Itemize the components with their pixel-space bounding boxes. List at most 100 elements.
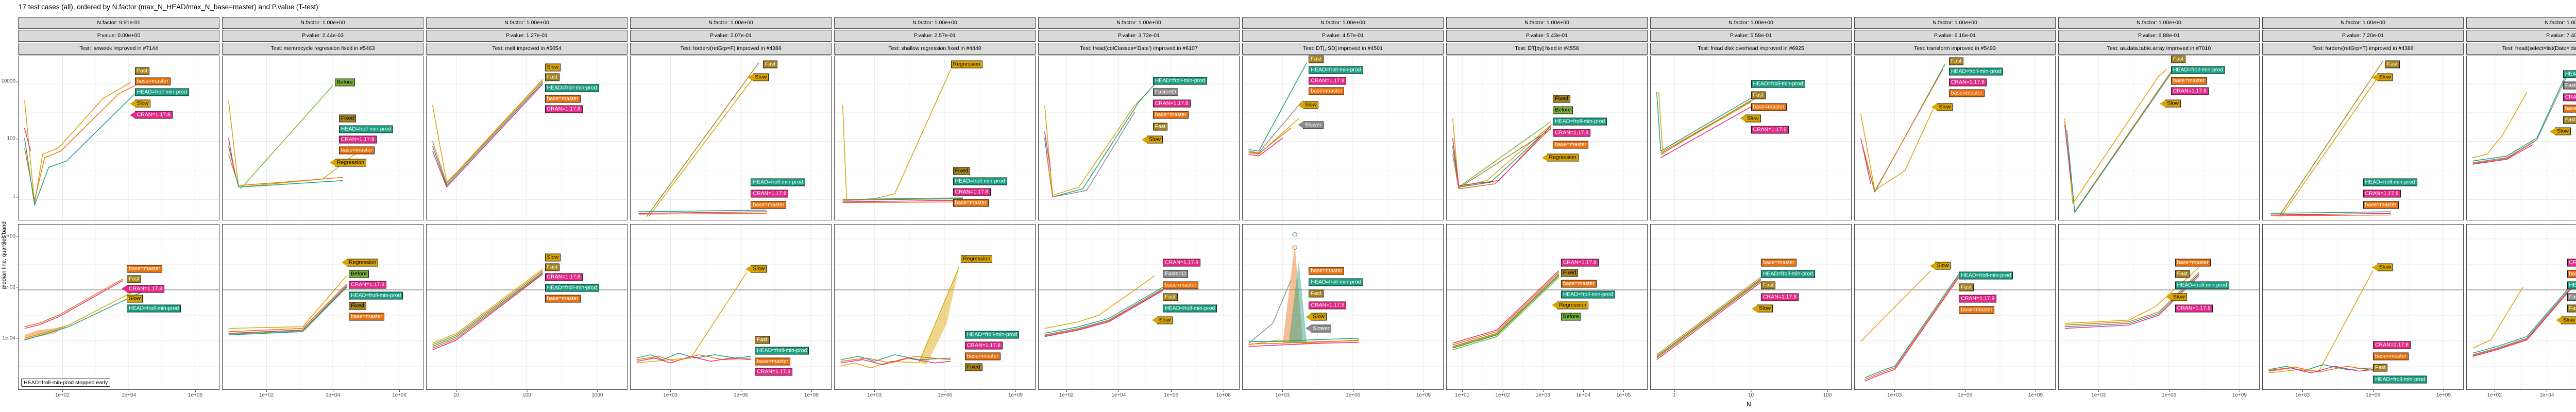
x-axis-ticks-col3: 10 100 1000 <box>426 390 628 398</box>
series-label: HEAD=froll-min-prod <box>751 178 805 186</box>
series-label-text: Slow <box>1159 317 1171 323</box>
figure-title: 17 test cases (all), ordered by N.factor… <box>19 3 318 11</box>
x-tick-label: 10 <box>453 390 459 398</box>
series-label: Fixed <box>953 167 971 175</box>
series-label: base=master <box>1760 259 1797 267</box>
strip-nf-col4: N.factor: 1.00e+00 <box>630 17 832 29</box>
series-label: CRAN=1.17.8 <box>1751 126 1789 134</box>
series-label: Slow <box>2371 73 2393 81</box>
label-arrow-icon <box>1297 101 1303 109</box>
series-label: base=master <box>755 357 791 366</box>
panel-kilobytes-col12: Fast Slow HEAD=froll-min-prod CRAN=1.17.8 ba… <box>2262 56 2464 220</box>
facet-column-11: N.factor: 1.00e+00 P.value: 6.88e-01 Test:… <box>2058 17 2260 398</box>
x-tick-label: 1e+02 <box>1495 390 1510 398</box>
series-label: Slow <box>545 63 561 72</box>
series-label: Fixed <box>964 363 982 371</box>
panel-kilobytes-col13: HEAD=froll-min-prod FasterIO CRAN=1.17.8 ba… <box>2466 56 2576 220</box>
series-label: Fast <box>762 60 778 68</box>
label-arrow-icon <box>1929 262 1936 269</box>
strip-pv-col9: P.value: 5.58e-01 <box>1650 30 1852 42</box>
panel-kilobytes-col6: HEAD=froll-min-prod FasterIO CRAN=1.17.8 ba… <box>1038 56 1240 220</box>
series-label: Fixed <box>1561 269 1579 277</box>
strip-nf-col10: N.factor: 1.00e+00 <box>1854 17 2056 29</box>
x-tick-label: 1e+09 <box>804 390 819 398</box>
series-label: Slow <box>2555 316 2576 324</box>
y-tick-label: 10000 <box>0 79 18 84</box>
series-label: Slower <box>1306 324 1332 333</box>
series-label-text: Slow <box>2167 100 2179 107</box>
series-label-text: base=master <box>1753 104 1785 110</box>
label-arrow-icon <box>1151 316 1158 324</box>
strip-test-col9: Test: fread disk overhead improved in #6… <box>1650 43 1852 55</box>
series-label: HEAD=froll-min-prod <box>1959 271 2013 280</box>
panel-kilobytes-col11: Fast HEAD=froll-min-prod base=master CRAN=1… <box>2058 55 2260 220</box>
series-label-text: base=master <box>1311 267 1343 274</box>
series-label: CRAN=1.17.8 <box>2171 87 2209 95</box>
series-label-text: base=master <box>955 199 987 206</box>
series-label: HEAD=froll-min-prod <box>1309 66 1363 74</box>
panel-plot-canvas <box>2263 225 2463 389</box>
series-label-text: base=master <box>1555 141 1587 148</box>
strip-pv-col3: P.value: 1.27e-01 <box>426 30 628 42</box>
panel-plot-canvas <box>1243 225 1443 389</box>
panel-plot-canvas <box>835 56 1035 220</box>
series-label: CRAN=1.17.8 <box>953 188 991 196</box>
series-label: Slow <box>1739 114 1761 123</box>
series-label-text: Fixed <box>1563 269 1577 276</box>
series-label-text: HEAD=froll-min-prod <box>1961 272 2011 279</box>
series-label-text: HEAD=froll-min-prod <box>753 179 803 185</box>
panel-seconds-col13: CRAN=1.17.8 base=master HEAD=froll-min-pro… <box>2466 224 2576 390</box>
series-label-text: Slow <box>2563 317 2575 323</box>
series-label-text: HEAD=froll-min-prod <box>547 84 597 91</box>
y-axis-title: median line, quartiles band <box>1 221 7 289</box>
x-tick-label: 1e+03 <box>2091 390 2106 398</box>
series-label: HEAD=froll-min-prod <box>2175 281 2229 289</box>
label-arrow-icon <box>1541 154 1548 162</box>
series-label: CRAN=1.17.8 <box>349 281 387 289</box>
series-label-text: CRAN=1.17.8 <box>1311 302 1345 308</box>
series-label: Slow <box>1151 316 1173 324</box>
series-label: CRAN=1.17.8 <box>2175 304 2213 313</box>
series-label: base=master <box>134 77 171 85</box>
series-label: CRAN=1.17.8 <box>1309 77 1347 85</box>
strip-pv-col12: P.value: 7.20e-01 <box>2262 30 2464 42</box>
series-label-text: Slow <box>2379 264 2391 270</box>
series-label: HEAD=froll-min-prod <box>1948 67 2003 76</box>
x-axis-ticks-col10: 1e+03 1e+06 1e+09 <box>1854 390 2056 398</box>
facet-grid: N.factor: 9.91e-01 P.value: 0.00e+00 Test:… <box>18 17 2576 398</box>
panel-kilobytes-col9: HEAD=froll-min-prod Fast base=master Slow CR… <box>1650 56 1852 220</box>
series-label: Fast <box>1760 281 1776 289</box>
panel-plot-canvas <box>427 56 627 220</box>
series-label-text: Regression <box>1558 302 1587 308</box>
panel-seconds-col12: Slow CRAN=1.17.8 base=master Fast HEAD=froll… <box>2262 224 2464 390</box>
series-label-text: base=master <box>2565 105 2576 112</box>
series-label: Regression <box>961 255 993 263</box>
series-label-text: Fast <box>547 264 557 270</box>
series-label: Slow <box>1142 135 1163 144</box>
x-axis-ticks-col2: 1e+02 1e+04 1e+06 <box>222 390 423 398</box>
series-label-text: CRAN=1.17.8 <box>757 368 791 375</box>
series-label: HEAD=froll-min-prod <box>134 88 189 96</box>
series-label: HEAD=froll-min-prod <box>338 125 393 133</box>
series-label: Slow <box>127 295 143 303</box>
series-label-text: CRAN=1.17.8 <box>1165 259 1199 266</box>
x-tick-label: 1e+06 <box>734 390 748 398</box>
series-label: CRAN=1.17.8 <box>1561 259 1599 267</box>
series-label: HEAD=froll-min-prod <box>1553 117 1607 126</box>
series-label: Slow <box>1297 101 1319 109</box>
series-label: CRAN=1.17.8 <box>755 368 793 376</box>
x-tick-label: 10 <box>1748 390 1754 398</box>
x-tick-label: 1e+09 <box>1416 390 1431 398</box>
series-label-text: Slow <box>2557 128 2569 134</box>
x-tick-label: 1e+09 <box>2232 390 2247 398</box>
series-label: CRAN=1.17.8 <box>122 285 165 293</box>
panel-seconds-col1: base=master Fast CRAN=1.17.8 Slow HEAD=froll… <box>18 224 219 390</box>
series-label: Slow <box>748 73 769 81</box>
series-label: CRAN=1.17.8 <box>338 135 377 144</box>
series-label-text: Slow <box>2173 294 2185 300</box>
series-label: base=master <box>1948 89 1985 97</box>
panel-kilobytes-col5: Regression Fixed HEAD=froll-min-prod CRAN=1… <box>834 56 1036 220</box>
x-tick-label: 1e+09 <box>1008 390 1023 398</box>
series-label-text: Fast <box>1951 58 1962 64</box>
x-tick-label: 1e+02 <box>55 390 70 398</box>
